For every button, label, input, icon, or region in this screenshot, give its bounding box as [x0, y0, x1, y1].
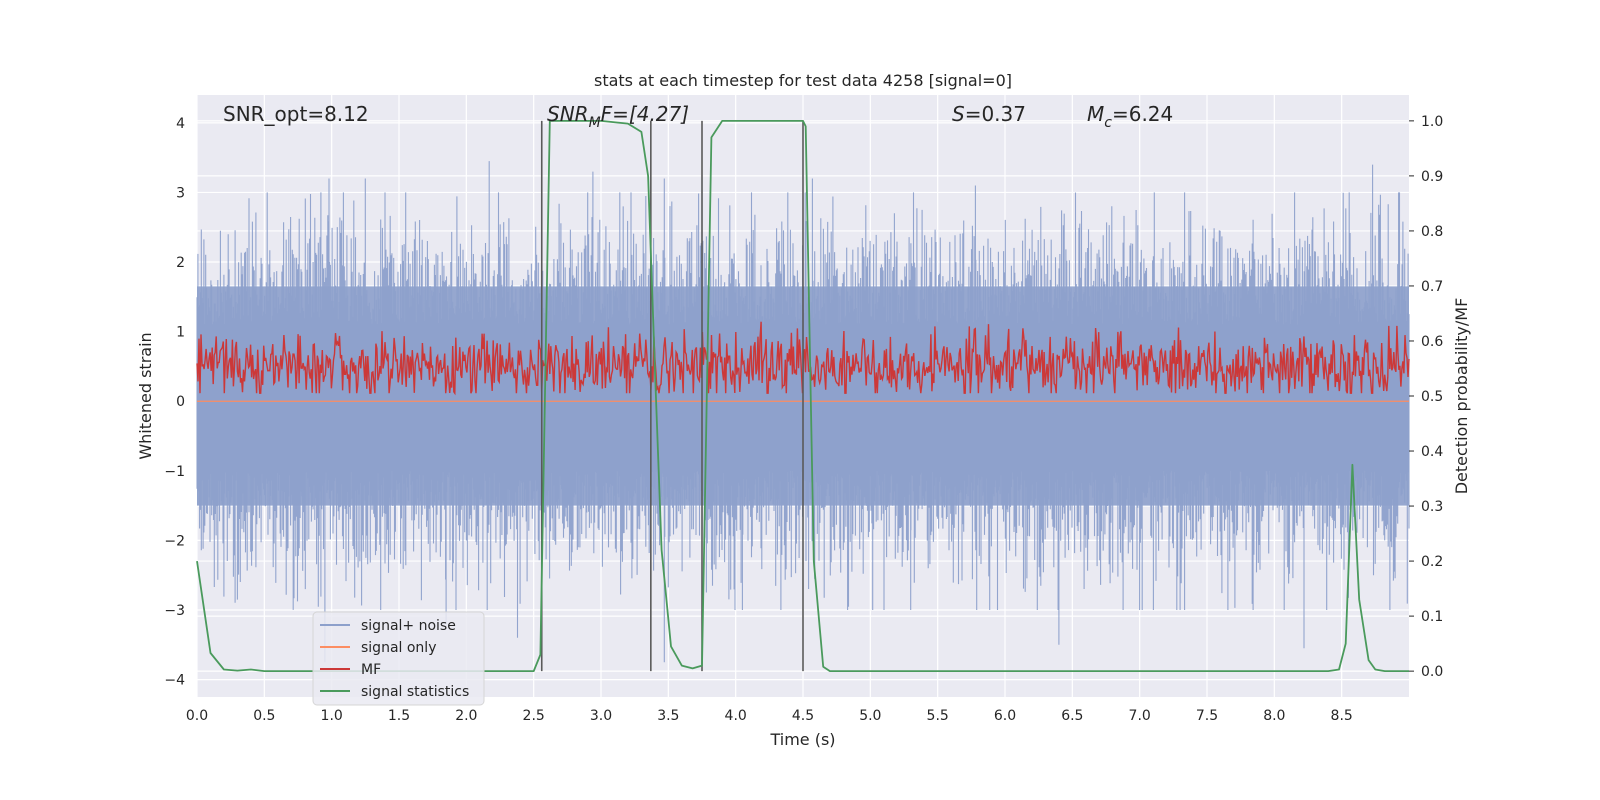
x-axis-label: Time (s)	[769, 730, 835, 749]
y-right-tick-label: 0.6	[1421, 334, 1443, 350]
x-tick-label: 6.0	[994, 708, 1016, 724]
y-tick-label: −3	[164, 603, 185, 619]
x-tick-label: 3.5	[657, 708, 679, 724]
y-tick-label: −4	[164, 673, 185, 689]
y-right-tick-label: 0.1	[1421, 609, 1443, 625]
x-tick-label: 3.0	[590, 708, 612, 724]
ticks: 0.0 0.5 1.0 1.5 2.0 2.5 3.0 3.5 4.0 4.5 5.0 5.5 6.0 6…	[164, 114, 1443, 724]
y-right-tick-label: 0.8	[1421, 224, 1443, 240]
x-tick-label: 8.5	[1331, 708, 1353, 724]
annotation-mc-rest: =6.24	[1112, 102, 1173, 126]
x-tick-label: 5.5	[927, 708, 949, 724]
x-tick-label: 1.5	[388, 708, 410, 724]
legend-label-statistics: signal statistics	[361, 684, 469, 700]
y-right-axis-label: Detection probability/MF	[1452, 298, 1471, 495]
annotation-mc: Mc=6.24	[1087, 102, 1173, 131]
chart-title: stats at each timestep for test data 425…	[594, 71, 1012, 90]
x-tick-label: 2.0	[455, 708, 477, 724]
annotation-s: S=0.37	[952, 102, 1026, 126]
x-tick-label: 1.0	[321, 708, 343, 724]
legend-box	[312, 611, 485, 706]
annotation-s-main: S	[952, 102, 965, 126]
y-tick-label: −1	[164, 464, 185, 480]
x-tick-label: 4.5	[792, 708, 814, 724]
y-right-tick-label: 0.2	[1421, 554, 1443, 570]
y-right-tick-label: 0.9	[1421, 169, 1443, 185]
segment-markers	[540, 120, 804, 672]
legend-label-noise: signal+ noise	[361, 618, 456, 634]
x-tick-label: 5.0	[859, 708, 881, 724]
y-right-tick-label: 0.4	[1421, 444, 1443, 460]
y-axis-label: Whitened strain	[136, 332, 155, 459]
legend-label-signal-only: signal only	[361, 640, 436, 656]
y-tick-label: −2	[164, 533, 185, 549]
x-tick-label: 8.0	[1263, 708, 1285, 724]
y-tick-label: 1	[176, 325, 185, 341]
y-tick-label: 3	[176, 185, 185, 201]
y-right-tick-label: 0.5	[1421, 389, 1443, 405]
legend: signal+ noise signal only MF signal stat…	[312, 611, 485, 706]
legend-label-mf: MF	[361, 662, 381, 678]
x-tick-label: 2.5	[523, 708, 545, 724]
y-tick-label: 0	[176, 394, 185, 410]
x-tick-label: 4.0	[725, 708, 747, 724]
annotation-snr-opt: SNR_opt=8.12	[223, 102, 369, 126]
y-tick-label: 4	[176, 116, 185, 132]
x-tick-label: 6.5	[1061, 708, 1083, 724]
annotation-s-rest: =0.37	[965, 102, 1026, 126]
annotation-snr-mf-sub: M	[589, 115, 601, 131]
x-tick-label: 7.5	[1196, 708, 1218, 724]
annotation-mc-sub: c	[1104, 115, 1112, 131]
x-tick-label: 7.0	[1129, 708, 1151, 724]
x-tick-label: 0.0	[186, 708, 208, 724]
annotation-snr-mf-main: SNR	[547, 102, 589, 126]
y-right-tick-label: 0.7	[1421, 279, 1443, 295]
annotation-mc-main: M	[1087, 102, 1104, 126]
noise-series-spikes	[196, 161, 1410, 663]
annotation-snr-mf-rest: F=[4.27]	[601, 102, 689, 126]
y-right-tick-label: 0.3	[1421, 499, 1443, 515]
x-tick-label: 0.5	[253, 708, 275, 724]
annotation-snr-mf: SNRMF=[4.27]	[547, 102, 689, 131]
y-tick-label: 2	[176, 255, 185, 271]
y-right-tick-label: 0.0	[1421, 664, 1443, 680]
y-right-tick-label: 1.0	[1421, 114, 1443, 130]
